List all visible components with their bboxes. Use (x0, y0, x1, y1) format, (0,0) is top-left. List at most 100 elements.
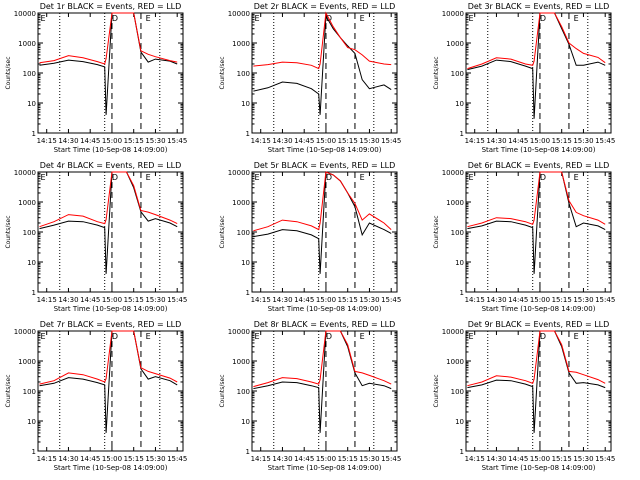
events-series-line (253, 14, 392, 115)
x-tick-label: 15:15 (338, 137, 358, 145)
x-tick-label: 15:00 (530, 455, 550, 463)
y-axis-label: Counts/sec (433, 374, 440, 407)
x-axis-label: Start Time (10-Sep-08 14:09:00) (268, 464, 382, 472)
x-tick-label: 15:15 (124, 455, 144, 463)
y-tick-label: 100 (237, 229, 250, 237)
y-tick-label: 10 (241, 418, 250, 426)
y-tick-label: 1 (246, 289, 250, 297)
x-tick-label: 15:15 (124, 137, 144, 145)
panel-title: Det 9r BLACK = Events, RED = LLD (468, 320, 610, 329)
y-tick-label: 10000 (442, 169, 464, 177)
x-axis-label: Start Time (10-Sep-08 14:09:00) (482, 464, 596, 472)
x-tick-label: 15:45 (595, 137, 615, 145)
x-tick-label: 14:45 (80, 137, 100, 145)
x-tick-label: 15:00 (530, 137, 550, 145)
marker-annotation: D (540, 173, 546, 182)
marker-annotation: E (360, 332, 365, 341)
x-tick-label: 15:30 (359, 296, 379, 304)
y-tick-label: 10000 (14, 328, 36, 336)
x-axis-label: Start Time (10-Sep-08 14:09:00) (54, 464, 168, 472)
x-tick-label: 14:15 (251, 296, 271, 304)
x-tick-label: 15:30 (573, 296, 593, 304)
x-tick-label: 14:45 (508, 455, 528, 463)
marker-annotation: E (468, 173, 473, 182)
x-axis-label: Start Time (10-Sep-08 14:09:00) (268, 305, 382, 313)
x-tick-label: 14:30 (272, 296, 292, 304)
x-tick-label: 15:15 (124, 296, 144, 304)
x-tick-label: 14:30 (272, 455, 292, 463)
marker-annotation: E (40, 14, 45, 23)
y-tick-label: 1 (32, 448, 36, 456)
x-tick-label: 15:00 (316, 137, 336, 145)
y-tick-label: 100 (23, 229, 36, 237)
x-tick-label: 15:15 (338, 455, 358, 463)
detector-panel: Det 2r BLACK = Events, RED = LLD 14:15 14:… (219, 2, 401, 154)
lld-series-line (467, 330, 606, 387)
x-tick-label: 15:00 (316, 296, 336, 304)
x-tick-label: 15:15 (338, 296, 358, 304)
x-tick-label: 14:30 (58, 296, 78, 304)
x-tick-label: 14:30 (486, 455, 506, 463)
y-tick-label: 10000 (14, 10, 36, 18)
y-tick-label: 100 (237, 388, 250, 396)
panel-title: Det 4r BLACK = Events, RED = LLD (40, 161, 182, 170)
marker-annotation: E (574, 14, 579, 23)
x-tick-label: 15:45 (167, 137, 187, 145)
y-tick-label: 10 (455, 100, 464, 108)
x-tick-label: 14:45 (80, 296, 100, 304)
y-tick-label: 10 (241, 100, 250, 108)
x-tick-label: 14:30 (58, 137, 78, 145)
x-tick-label: 14:45 (508, 137, 528, 145)
panel-title: Det 7r BLACK = Events, RED = LLD (40, 320, 182, 329)
marker-annotation: D (112, 332, 118, 341)
y-tick-label: 1000 (232, 358, 250, 366)
x-tick-label: 14:30 (272, 137, 292, 145)
marker-annotation: D (112, 173, 118, 182)
lld-series-line (467, 171, 606, 228)
x-tick-label: 14:15 (251, 455, 271, 463)
y-tick-label: 10000 (442, 10, 464, 18)
y-axis-label: Counts/sec (5, 56, 12, 89)
marker-annotation: E (360, 14, 365, 23)
x-tick-label: 15:45 (167, 296, 187, 304)
y-tick-label: 100 (451, 229, 464, 237)
y-tick-label: 1 (32, 130, 36, 138)
y-tick-label: 100 (451, 388, 464, 396)
x-tick-label: 14:45 (294, 455, 314, 463)
y-tick-label: 1000 (18, 358, 36, 366)
panel-title: Det 2r BLACK = Events, RED = LLD (254, 2, 396, 11)
x-tick-label: 14:15 (251, 137, 271, 145)
x-tick-label: 15:15 (552, 137, 572, 145)
y-tick-label: 1000 (232, 40, 250, 48)
x-tick-label: 15:30 (573, 137, 593, 145)
lld-series-line (39, 330, 178, 385)
x-tick-label: 14:45 (80, 455, 100, 463)
y-tick-label: 1 (246, 130, 250, 138)
x-tick-label: 15:45 (595, 455, 615, 463)
marker-annotation: E (468, 332, 473, 341)
x-tick-label: 15:00 (102, 455, 122, 463)
marker-annotation: D (326, 173, 332, 182)
x-tick-label: 15:45 (381, 296, 401, 304)
x-tick-label: 14:15 (37, 296, 57, 304)
x-tick-label: 15:15 (552, 296, 572, 304)
y-axis-label: Counts/sec (219, 56, 226, 89)
x-tick-label: 15:45 (381, 455, 401, 463)
y-tick-label: 10 (27, 100, 36, 108)
marker-annotation: E (254, 14, 259, 23)
y-tick-label: 100 (451, 70, 464, 78)
x-tick-label: 14:15 (465, 455, 485, 463)
x-tick-label: 15:00 (102, 296, 122, 304)
lld-series-line (253, 11, 392, 70)
x-tick-label: 14:30 (486, 296, 506, 304)
x-tick-label: 15:45 (381, 137, 401, 145)
panel-title: Det 6r BLACK = Events, RED = LLD (468, 161, 610, 170)
x-tick-label: 15:45 (167, 455, 187, 463)
y-axis-label: Counts/sec (5, 374, 12, 407)
x-tick-label: 15:15 (552, 455, 572, 463)
